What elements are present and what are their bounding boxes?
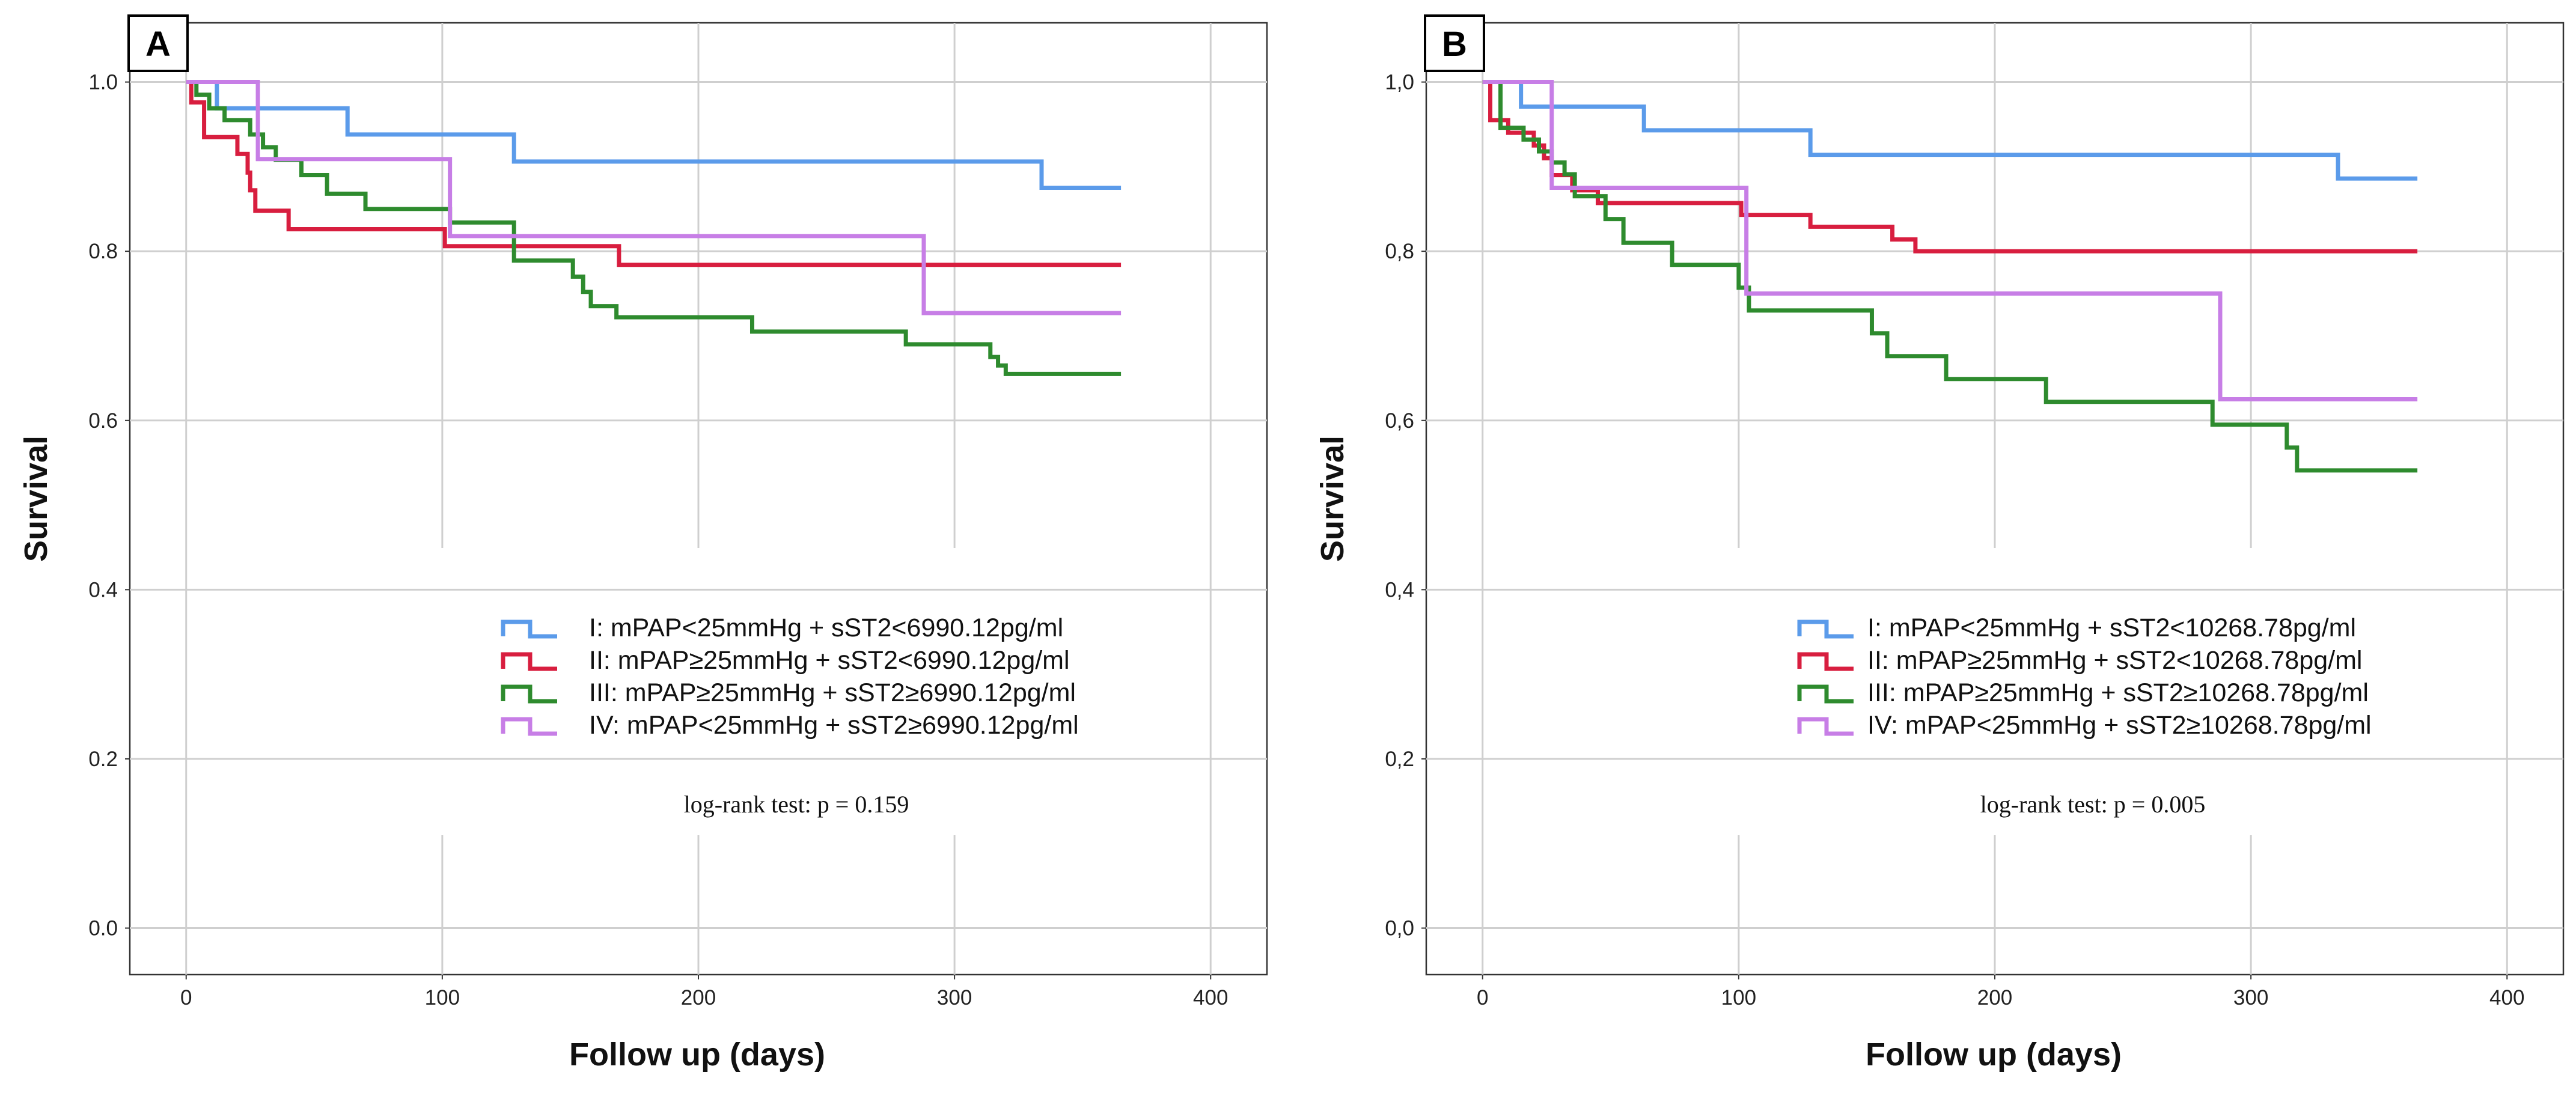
legend-swatch [501, 652, 557, 671]
x-tick-label: 0 [1477, 986, 1488, 1009]
survival-curve-series-4 [186, 80, 1122, 315]
legend-entry: I: mPAP<25mmHg + sST2<6990.12pg/ml [589, 613, 1063, 642]
legend-box [1798, 595, 2459, 757]
annotation-bg [667, 775, 926, 829]
legend-entry: III: mPAP≥25mmHg + sST2≥10268.78pg/ml [1867, 678, 2369, 707]
x-axis-label: Follow up (days) [1866, 1037, 2122, 1073]
y-axis-label: Survival [1314, 436, 1351, 562]
survival-curve-series-3 [186, 80, 1122, 376]
survival-curve-series-3 [1482, 80, 2418, 473]
y-tick-label: 0.4 [88, 578, 118, 601]
legend-swatch [1797, 717, 1854, 736]
y-tick-label: 1,0 [1385, 71, 1414, 94]
y-tick-label: 1.0 [88, 71, 118, 94]
x-tick-label: 0 [180, 986, 192, 1009]
x-tick-label: 300 [937, 986, 972, 1009]
legend-swatch [1797, 684, 1854, 704]
survival-curve-series-4 [1482, 80, 2418, 402]
y-tick-label: 0.6 [88, 409, 118, 433]
y-tick-label: 0,4 [1385, 578, 1414, 601]
y-tick-label: 0.8 [88, 240, 118, 263]
log-rank-annotation: log-rank test: p = 0.159 [684, 791, 909, 818]
x-tick-label: 400 [1193, 986, 1228, 1009]
survival-curves [186, 80, 1122, 376]
panel-label: A [145, 25, 171, 64]
panel-label-box [127, 14, 189, 72]
y-axis-label: Survival [18, 436, 54, 562]
legend: I: mPAP<25mmHg + sST2<6990.12pg/ml II: mP… [501, 595, 1163, 757]
legend-entry: IV: mPAP<25mmHg + sST2≥10268.78pg/ml [1867, 711, 2372, 740]
legend-swatch [1797, 652, 1854, 671]
y-tick-label: 0,6 [1385, 409, 1414, 433]
annotation-bg [1964, 775, 2222, 829]
legend-swatch [501, 620, 557, 639]
survival-curve-series-2 [1482, 80, 2418, 254]
y-tick-label: 0.2 [88, 747, 118, 771]
y-tick-label: 0,0 [1385, 917, 1414, 940]
panel-label: B [1442, 25, 1467, 64]
x-tick-label: 400 [2489, 986, 2524, 1009]
survival-curve-series-2 [186, 80, 1122, 267]
legend-entry: II: mPAP≥25mmHg + sST2<6990.12pg/ml [589, 646, 1070, 675]
legend-entry: II: mPAP≥25mmHg + sST2<10268.78pg/ml [1867, 646, 2362, 675]
legend-entry: I: mPAP<25mmHg + sST2<10268.78pg/ml [1867, 613, 2356, 642]
survival-curve-series-1 [1482, 80, 2418, 181]
legend-swatch [501, 684, 557, 704]
survival-curve-series-1 [186, 80, 1122, 190]
legend-swatch [501, 717, 557, 736]
x-tick-label: 100 [425, 986, 460, 1009]
legend: I: mPAP<25mmHg + sST2<10268.78pg/ml II: m… [1797, 595, 2459, 757]
x-tick-label: 100 [1721, 986, 1756, 1009]
x-tick-label: 200 [1977, 986, 2012, 1009]
x-tick-label: 200 [681, 986, 716, 1009]
x-tick-label: 300 [2233, 986, 2268, 1009]
km-panel-A: 0.0 0.2 0.4 0.6 0.8 1.0 0 100 200 300 400 Follow up… [18, 14, 1268, 1073]
legend-entry: IV: mPAP<25mmHg + sST2≥6990.12pg/ml [589, 711, 1079, 740]
legend-entry: III: mPAP≥25mmHg + sST2≥6990.12pg/ml [589, 678, 1076, 707]
panel-label-box [1424, 14, 1485, 72]
log-rank-annotation: log-rank test: p = 0.005 [1980, 791, 2206, 818]
km-panel-B: 0,0 0,2 0,4 0,6 0,8 1,0 0 100 200 300 400 Follow up… [1314, 14, 2565, 1073]
y-tick-label: 0,2 [1385, 747, 1414, 771]
legend-swatch [1797, 620, 1854, 639]
y-tick-label: 0.0 [88, 917, 118, 940]
x-axis-label: Follow up (days) [569, 1037, 825, 1073]
y-tick-label: 0,8 [1385, 240, 1414, 263]
legend-box [502, 595, 1163, 757]
survival-curves [1482, 80, 2418, 473]
